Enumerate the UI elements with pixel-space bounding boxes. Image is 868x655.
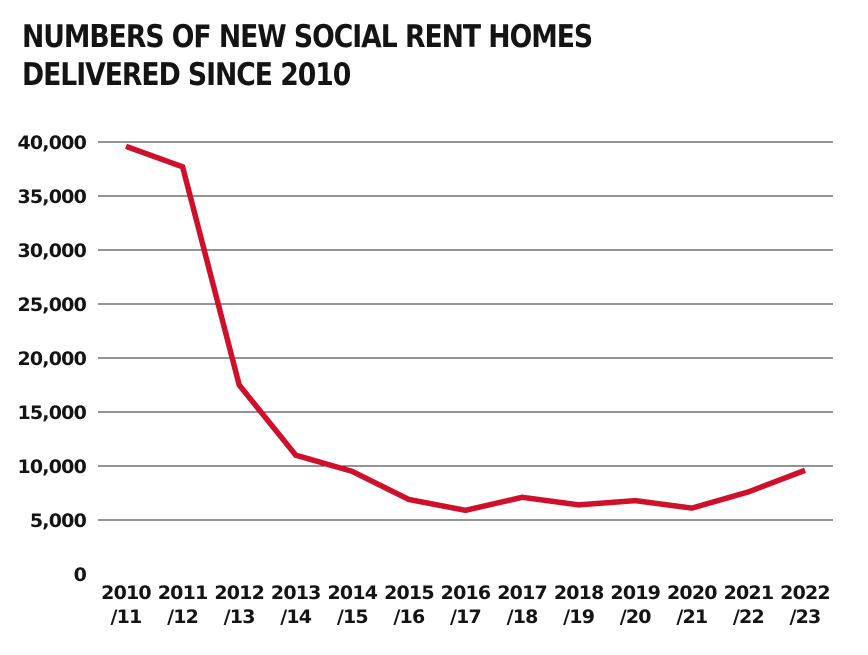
x-tick-label-year: 2016 (441, 582, 491, 604)
x-tick-label: 2021/22 (724, 582, 774, 628)
x-tick-label: 2019/20 (610, 582, 660, 628)
x-tick-label-suffix: /23 (790, 606, 821, 628)
x-axis-tick-labels: 2010/112011/122012/132013/142014/152015/… (101, 582, 830, 628)
x-tick-label-year: 2022 (780, 582, 830, 604)
x-tick-label-year: 2014 (327, 582, 377, 604)
y-tick-label: 30,000 (17, 240, 86, 262)
x-tick-label-year: 2011 (158, 582, 208, 604)
x-tick-label-year: 2019 (610, 582, 660, 604)
x-tick-label-suffix: /21 (676, 606, 707, 628)
x-tick-label-year: 2012 (214, 582, 264, 604)
x-tick-label: 2011/12 (158, 582, 208, 628)
x-tick-label-suffix: /17 (450, 606, 481, 628)
x-tick-label: 2012/13 (214, 582, 264, 628)
gridlines (98, 141, 833, 521)
x-tick-label-year: 2010 (101, 582, 151, 604)
x-tick-label-suffix: /19 (563, 606, 594, 628)
x-tick-label: 2017/18 (497, 582, 547, 628)
x-tick-label: 2020/21 (667, 582, 717, 628)
y-tick-label: 0 (74, 564, 87, 586)
x-tick-label-year: 2013 (271, 582, 321, 604)
y-tick-label: 25,000 (17, 294, 86, 316)
y-axis-tick-labels: 0 5,000 10,000 15,000 20,000 25,000 30,000 35,0… (17, 132, 87, 586)
x-tick-label: 2015/16 (384, 582, 434, 628)
x-tick-label: 2010/11 (101, 582, 151, 628)
x-tick-label: 2022/23 (780, 582, 830, 628)
x-tick-label-year: 2021 (724, 582, 774, 604)
x-tick-label-suffix: /18 (507, 606, 539, 628)
x-tick-label-year: 2018 (554, 582, 604, 604)
y-tick-label: 5,000 (30, 510, 87, 532)
y-tick-label: 15,000 (17, 402, 86, 424)
y-tick-label: 10,000 (17, 456, 86, 478)
x-tick-label-suffix: /22 (733, 606, 764, 628)
x-tick-label: 2014/15 (327, 582, 377, 628)
x-tick-label: 2013/14 (271, 582, 321, 628)
x-tick-label: 2018/19 (554, 582, 604, 628)
series-layer (125, 143, 806, 514)
y-tick-label: 20,000 (17, 348, 86, 370)
x-tick-label-suffix: /11 (111, 606, 142, 628)
x-tick-label-suffix: /20 (620, 606, 652, 628)
chart-title-line-1: NUMBERS OF NEW SOCIAL RENT HOMES (22, 19, 593, 55)
x-tick-label-year: 2015 (384, 582, 434, 604)
chart-title: NUMBERS OF NEW SOCIAL RENT HOMES DELIVER… (22, 18, 842, 94)
chart-title-line-2: DELIVERED SINCE 2010 (22, 57, 351, 93)
series-line (125, 143, 806, 514)
x-tick-label-suffix: /16 (393, 606, 425, 628)
y-tick-label: 40,000 (17, 132, 86, 154)
x-tick-label-suffix: /14 (280, 606, 312, 628)
y-tick-label: 35,000 (17, 186, 86, 208)
x-tick-label-year: 2020 (667, 582, 717, 604)
x-tick-label: 2016/17 (441, 582, 491, 628)
x-tick-label-year: 2017 (497, 582, 547, 604)
x-tick-label-suffix: /13 (224, 606, 255, 628)
x-tick-label-suffix: /12 (167, 606, 198, 628)
x-tick-label-suffix: /15 (337, 606, 368, 628)
